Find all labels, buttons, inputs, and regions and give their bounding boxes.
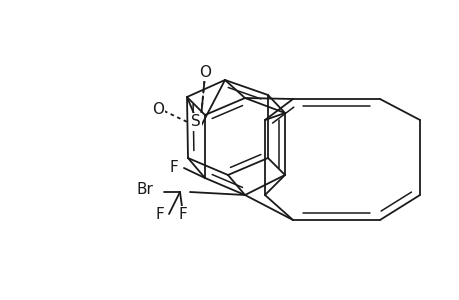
Text: F: F [155,208,164,223]
Text: Br: Br [136,182,153,197]
Text: O: O [199,64,211,80]
Text: S: S [190,115,201,130]
Text: F: F [178,208,187,223]
Text: F: F [169,160,178,175]
Text: O: O [151,103,164,118]
